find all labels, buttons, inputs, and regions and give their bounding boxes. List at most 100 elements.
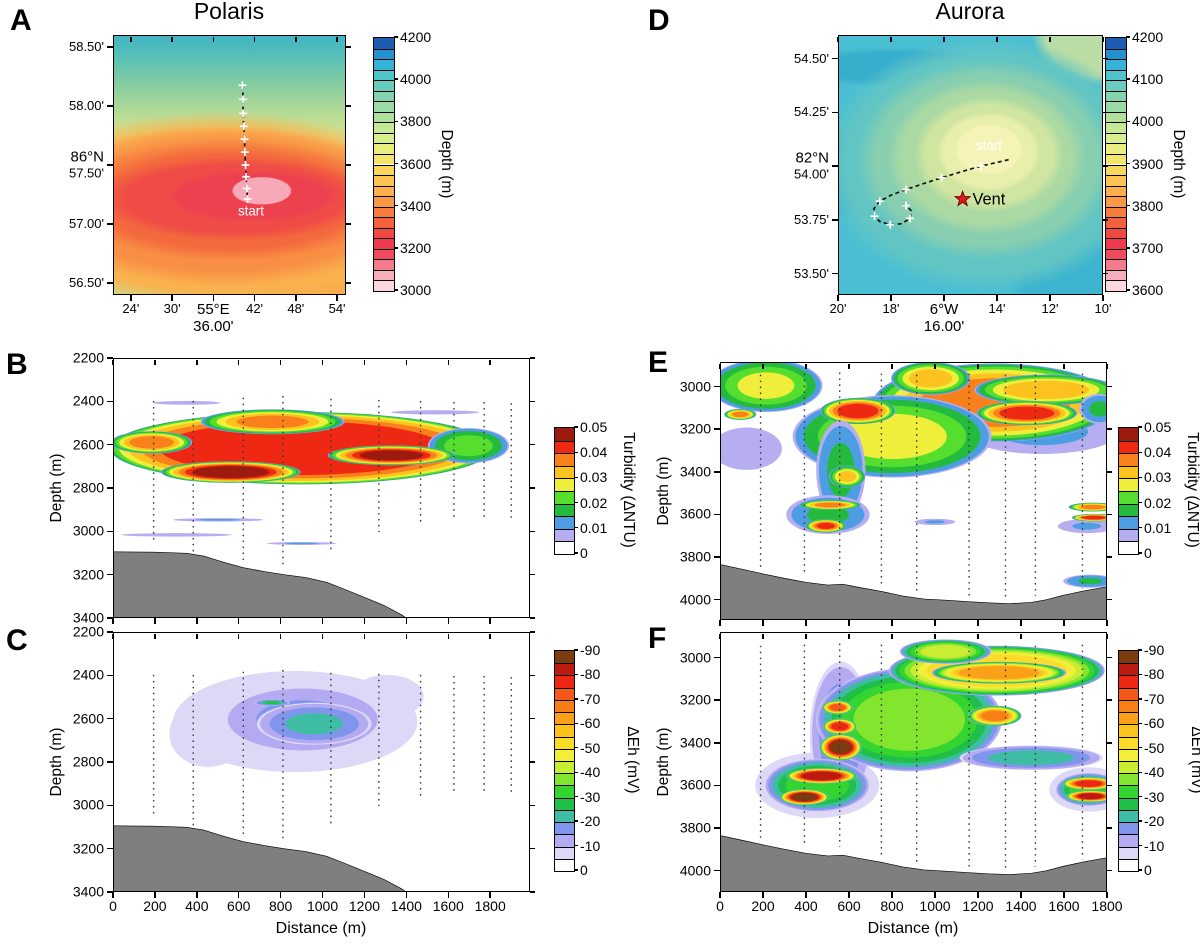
x-tick-mark	[719, 892, 721, 898]
y-tick-text: 54.50'	[793, 50, 829, 66]
colorbar-tick-mark	[1138, 451, 1143, 453]
colorbar-segment	[555, 491, 574, 504]
colorbar-tick-mark	[1126, 36, 1131, 38]
y-tick-text: 3000	[679, 648, 711, 665]
colorbar-segment	[374, 38, 394, 49]
x-tick-mark	[489, 618, 491, 624]
colorbar-segment	[555, 440, 574, 454]
y-tick-mark	[1103, 219, 1108, 221]
y-tick-text: 2400	[72, 666, 104, 683]
y-tick-mark	[530, 674, 535, 677]
colorbar-tick-mark	[1138, 649, 1143, 651]
x-tick-mark	[1063, 892, 1065, 898]
x-tick-mark	[196, 359, 198, 365]
anomaly-contour	[1080, 504, 1106, 510]
colorbar-tick-mark	[574, 722, 579, 725]
colorbar-segment	[1106, 143, 1126, 154]
x-tick-label: 0	[716, 898, 724, 914]
x-tick-mark	[1020, 892, 1022, 898]
depth-colorbar-polaris	[373, 37, 395, 292]
x-tick-mark	[1106, 892, 1108, 898]
anomaly-contour	[721, 427, 782, 470]
colorbar-segment	[555, 465, 574, 479]
colorbar-segment	[374, 196, 394, 207]
colorbar-segment	[1119, 712, 1138, 725]
y-tick-label: 3200	[680, 421, 711, 437]
anomaly-contour	[1077, 578, 1102, 585]
colorbar-tick-label: 4200	[400, 29, 432, 45]
x-tick-mark	[336, 36, 338, 42]
colorbar-tick-mark	[1138, 673, 1143, 676]
x-tick-label: 24'	[122, 301, 139, 316]
y-tick-mark	[346, 282, 351, 284]
x-tick-text: 200	[751, 898, 775, 914]
colorbar-tick-label: -60	[1144, 715, 1165, 732]
colorbar-tick-label: 3200	[400, 239, 432, 256]
x-tick-mark	[805, 620, 807, 626]
x-tick-text: 800	[880, 898, 904, 914]
y-tick-mark	[714, 556, 720, 558]
y-tick-text: 3000	[679, 377, 711, 394]
colorbar-segment	[1119, 736, 1138, 749]
y-tick-text: 58.00'	[68, 97, 104, 113]
x-tick-label: 30'	[164, 301, 181, 316]
x-tick-label: 800	[269, 898, 292, 914]
x-tick-label: 54'	[329, 301, 346, 316]
y-tick-mark	[832, 57, 838, 60]
y-tick-mark	[714, 598, 720, 601]
y-tick-degree-text: 82°N	[795, 149, 829, 167]
colorbar-segment	[1119, 724, 1138, 737]
x-tick-mark	[762, 363, 764, 369]
eh-colorbar-polaris	[554, 650, 575, 872]
y-tick-text: 3800	[679, 819, 711, 836]
colorbar-tick-label: -80	[1144, 666, 1165, 683]
x-tick-label: 42'	[246, 301, 263, 316]
colorbar-tick-mark	[1138, 747, 1143, 749]
colorbar-segment	[555, 699, 574, 713]
x-tick-text: 600	[227, 898, 251, 914]
y-tick-text: 4000	[679, 861, 711, 878]
colorbar-segment	[374, 269, 394, 281]
colorbar-tick-mark	[394, 289, 399, 291]
x-tick-mark	[295, 295, 297, 301]
y-tick-mark	[346, 46, 351, 48]
x-tick-mark	[719, 633, 721, 639]
y-tick-mark	[107, 223, 113, 225]
colorbar-segment	[555, 809, 574, 823]
colorbar-tick-label: 0.01	[580, 519, 608, 536]
x-tick-mark	[762, 892, 764, 898]
seafloor-fill	[721, 565, 1106, 619]
colorbar-tick-label: 3800	[400, 113, 432, 130]
y-tick-mark	[832, 272, 838, 275]
x-tick-text: 400	[185, 898, 209, 914]
x-tick-mark	[848, 620, 850, 626]
colorbar-segment	[1119, 687, 1138, 700]
colorbar-label: ΔEh (mV)	[624, 726, 641, 794]
colorbar-segment	[555, 736, 574, 749]
colorbar-tick-mark	[1126, 78, 1131, 80]
colorbar-tick-mark	[1138, 476, 1143, 479]
colorbar-tick-label: 0	[1144, 545, 1152, 561]
x-tick-label: 1600	[1048, 898, 1079, 914]
x-tick-label: 1800	[475, 898, 506, 914]
colorbar-tick-label: 0.03	[580, 469, 608, 486]
y-tick-label: 58.50'	[69, 39, 104, 54]
colorbar-tick-label: -10	[1144, 837, 1165, 854]
x-tick-mark	[279, 359, 282, 365]
y-tick-mark	[714, 385, 720, 388]
colorbar-tick-label: 3600	[1132, 282, 1164, 298]
colorbar-segment	[555, 846, 574, 859]
colorbar-segment	[1119, 528, 1138, 542]
colorbar-segment	[1106, 38, 1126, 49]
polaris-turbidity-section	[113, 358, 530, 618]
y-tick-text: 2200	[72, 623, 104, 640]
vent-star-icon	[953, 189, 972, 207]
colorbar-segment	[555, 748, 574, 761]
y-tick-mark	[530, 443, 535, 446]
x-tick-mark	[405, 618, 408, 624]
y-tick-text: 54.00'	[793, 166, 829, 182]
colorbar-tick-label: -30	[580, 788, 601, 805]
x-tick-mark	[1049, 36, 1051, 42]
colorbar-tick-label: 0.01	[1144, 519, 1172, 536]
y-tick-mark	[714, 742, 720, 744]
